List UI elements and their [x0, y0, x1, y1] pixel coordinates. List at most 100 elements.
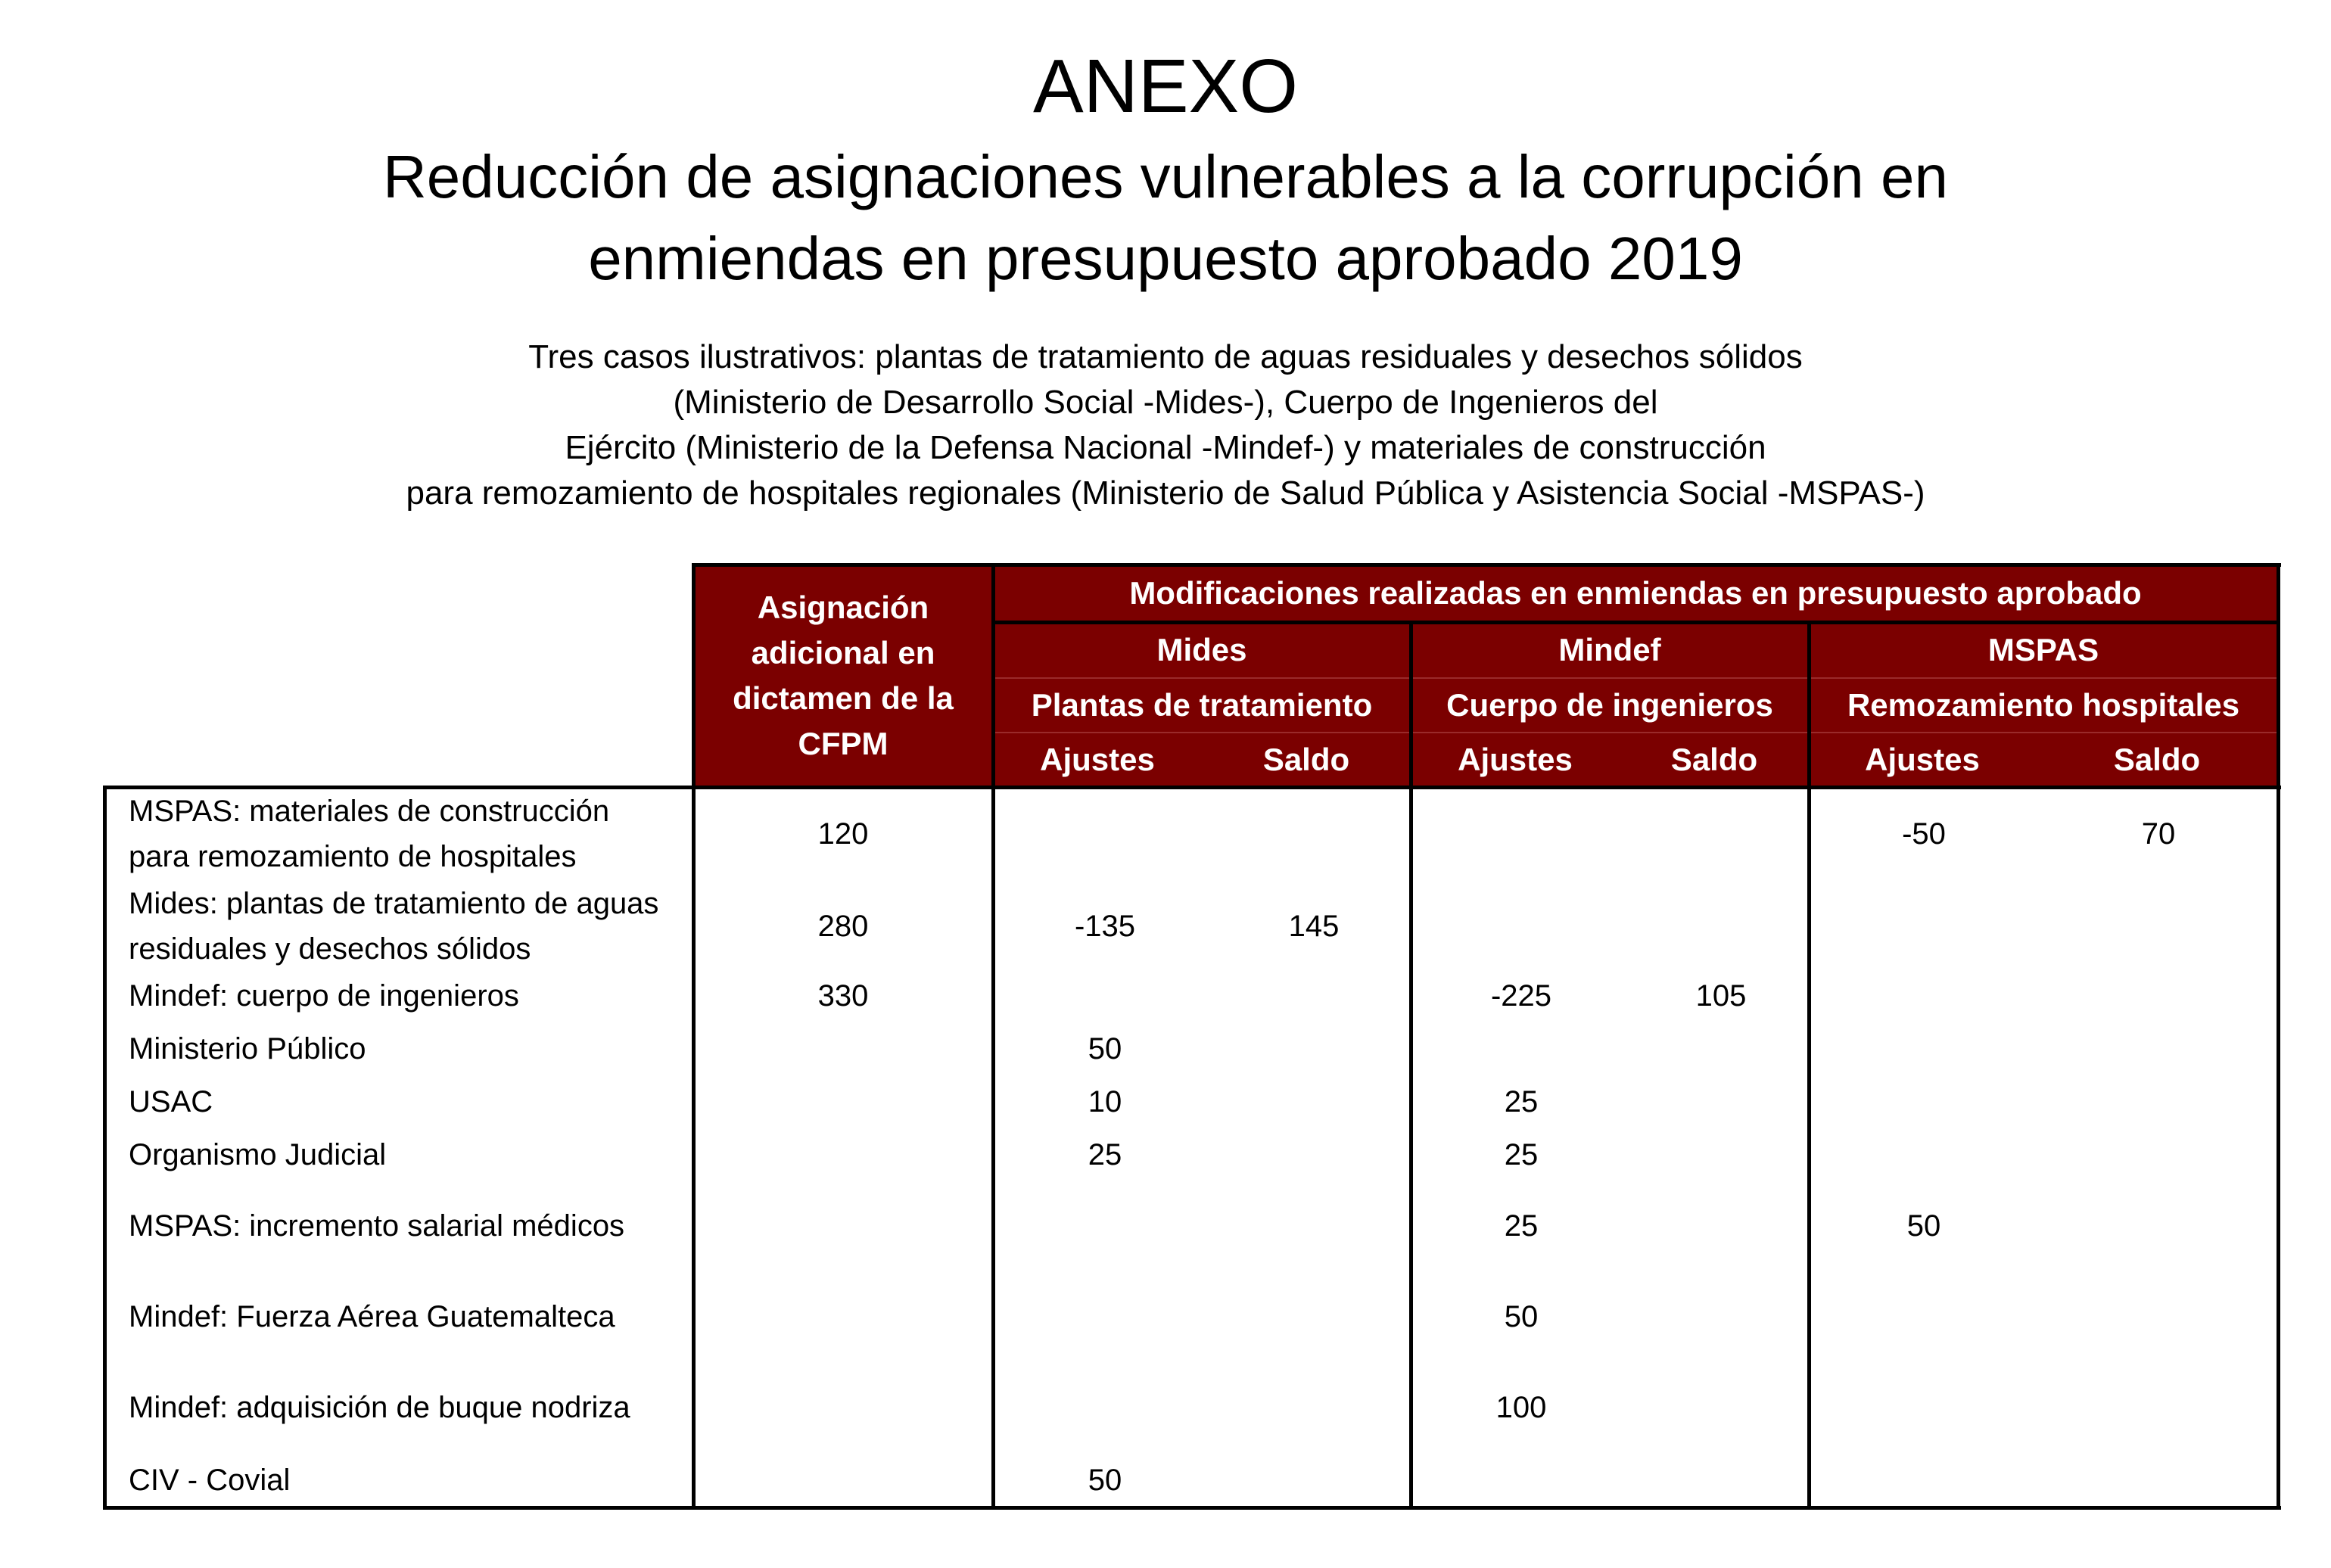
- cell-mspas-saldo: [2083, 1381, 2234, 1434]
- header-mindef-ajustes: Ajustes: [1411, 733, 1620, 787]
- cell-mindef-saldo: [1645, 1022, 1797, 1075]
- border: [692, 563, 2281, 567]
- cell-mindef-ajustes: 50: [1504, 1299, 1539, 1333]
- header-mindef-saldo: Saldo: [1620, 733, 1809, 787]
- subtitle-line-2: (Ministerio de Desarrollo Social -Mides-…: [673, 384, 1658, 421]
- cell-cfpm: [767, 1381, 919, 1434]
- cell-mspas-ajustes: [1848, 1290, 2000, 1343]
- row-label: Organismo Judicial: [129, 1138, 387, 1171]
- header-group-mides: Mides: [993, 622, 1411, 678]
- cell-cfpm: [767, 1022, 919, 1075]
- title-line-1: Reducción de asignaciones vulnerables a …: [383, 143, 1948, 210]
- cell-mindef-ajustes: [1446, 807, 1597, 860]
- cell-mindef-ajustes: [1446, 900, 1597, 953]
- cell-cfpm: [767, 1128, 919, 1181]
- cell-cfpm: [767, 1290, 919, 1343]
- cell-cfpm: [767, 1454, 919, 1507]
- cell-mides-saldo: [1238, 969, 1390, 1022]
- cell-mindef-saldo: [1645, 1454, 1797, 1507]
- cell-mspas-ajustes: [1848, 1381, 2000, 1434]
- cell-mindef-ajustes: 25: [1504, 1209, 1539, 1243]
- cell-mindef-saldo: [1645, 900, 1797, 953]
- cell-mindef-saldo: [1645, 1075, 1797, 1128]
- cell-cfpm: 280: [817, 909, 869, 943]
- cell-mides-ajustes: 25: [1088, 1137, 1122, 1171]
- cell-cfpm: [767, 1199, 919, 1252]
- cell-mspas-ajustes: [1848, 1075, 2000, 1128]
- header-mspas-ajustes: Ajustes: [1809, 733, 2036, 787]
- header-modificaciones: Modificaciones realizadas en enmiendas e…: [993, 565, 2278, 622]
- cell-mindef-ajustes: [1446, 1454, 1597, 1507]
- cell-mindef-saldo: [1645, 1381, 1797, 1434]
- subtitle-line-1: Tres casos ilustrativos: plantas de trat…: [528, 338, 1803, 375]
- border: [1807, 622, 1811, 1510]
- cell-mspas-ajustes: [1848, 1128, 2000, 1181]
- cell-mides-saldo: 145: [1288, 909, 1340, 943]
- cell-mspas-saldo: [2083, 1022, 2234, 1075]
- cell-mides-saldo: [1238, 1022, 1390, 1075]
- header-divider: [993, 677, 2278, 679]
- cell-mindef-saldo: 105: [1695, 978, 1747, 1013]
- cell-mindef-saldo: [1645, 1199, 1797, 1252]
- header-sub-mides: Plantas de tratamiento: [993, 678, 1411, 733]
- header-cfpm: Asignación adicional en dictamen de la C…: [693, 565, 993, 787]
- header-sub-mspas: Remozamiento hospitales: [1809, 678, 2278, 733]
- cell-mides-saldo: [1238, 1454, 1390, 1507]
- cell-mspas-ajustes: [1848, 1022, 2000, 1075]
- cell-mspas-ajustes: [1848, 900, 2000, 953]
- header-sub-mindef: Cuerpo de ingenieros: [1411, 678, 1809, 733]
- cell-mides-saldo: [1238, 1199, 1390, 1252]
- cell-mspas-ajustes: [1848, 1454, 2000, 1507]
- cell-mides-ajustes: 10: [1088, 1084, 1122, 1118]
- cell-mides-ajustes: [1029, 1199, 1181, 1252]
- cell-cfpm: 330: [817, 978, 869, 1013]
- cell-mspas-saldo: [2083, 1454, 2234, 1507]
- cell-mides-ajustes: 50: [1088, 1463, 1122, 1497]
- header-divider: [993, 732, 2278, 733]
- cell-mindef-ajustes: 25: [1504, 1084, 1539, 1118]
- cell-mindef-ajustes: [1446, 1022, 1597, 1075]
- cell-mindef-saldo: [1645, 1128, 1797, 1181]
- cell-mspas-saldo: [2083, 1199, 2234, 1252]
- cell-mides-ajustes: [1029, 969, 1181, 1022]
- cell-mides-ajustes: [1029, 1381, 1181, 1434]
- header-mides-ajustes: Ajustes: [993, 733, 1202, 787]
- cell-mides-ajustes: [1029, 1290, 1181, 1343]
- border: [993, 621, 2280, 624]
- cell-mides-ajustes: [1029, 807, 1181, 860]
- cell-mides-ajustes: -135: [1074, 909, 1136, 943]
- border: [1409, 622, 1413, 1510]
- header-group-mspas: MSPAS: [1809, 622, 2278, 678]
- cell-mindef-ajustes: 25: [1504, 1137, 1539, 1171]
- cell-cfpm: [767, 1075, 919, 1128]
- border: [103, 786, 2281, 789]
- cell-mspas-saldo: [2083, 969, 2234, 1022]
- row-label: Mindef: Fuerza Aérea Guatemalteca: [129, 1300, 615, 1333]
- cell-mides-saldo: [1238, 1381, 1390, 1434]
- row-label: CIV - Covial: [129, 1464, 291, 1497]
- cell-mspas-saldo: 70: [2141, 817, 2176, 851]
- cell-mspas-saldo: [2083, 1290, 2234, 1343]
- cell-mides-ajustes: 50: [1088, 1031, 1122, 1066]
- cell-mspas-ajustes: -50: [1902, 817, 1946, 851]
- header-mides-saldo: Saldo: [1202, 733, 1411, 787]
- heading: ANEXO: [1032, 44, 1299, 129]
- border: [991, 563, 995, 1510]
- cell-mspas-saldo: [2083, 1128, 2234, 1181]
- cell-mides-saldo: [1238, 1290, 1390, 1343]
- row-label: Mindef: adquisición de buque nodriza: [129, 1391, 630, 1424]
- header-mspas-saldo: Saldo: [2036, 733, 2278, 787]
- title-line-2: enmiendas en presupuesto aprobado 2019: [588, 225, 1743, 292]
- cell-mspas-saldo: [2083, 1075, 2234, 1128]
- border: [103, 1506, 2281, 1510]
- row-label: MSPAS: materiales de construcción para r…: [129, 795, 610, 873]
- cell-mindef-ajustes: 100: [1495, 1390, 1547, 1424]
- row-label: Mides: plantas de tratamiento de aguas r…: [129, 887, 659, 966]
- cell-mspas-saldo: [2083, 900, 2234, 953]
- cell-mindef-saldo: [1645, 1290, 1797, 1343]
- header-group-mindef: Mindef: [1411, 622, 1809, 678]
- row-label: USAC: [129, 1085, 213, 1118]
- row-label: Mindef: cuerpo de ingenieros: [129, 979, 519, 1013]
- subtitle-line-4: para remozamiento de hospitales regional…: [406, 474, 1925, 512]
- cell-mspas-ajustes: 50: [1906, 1209, 1941, 1243]
